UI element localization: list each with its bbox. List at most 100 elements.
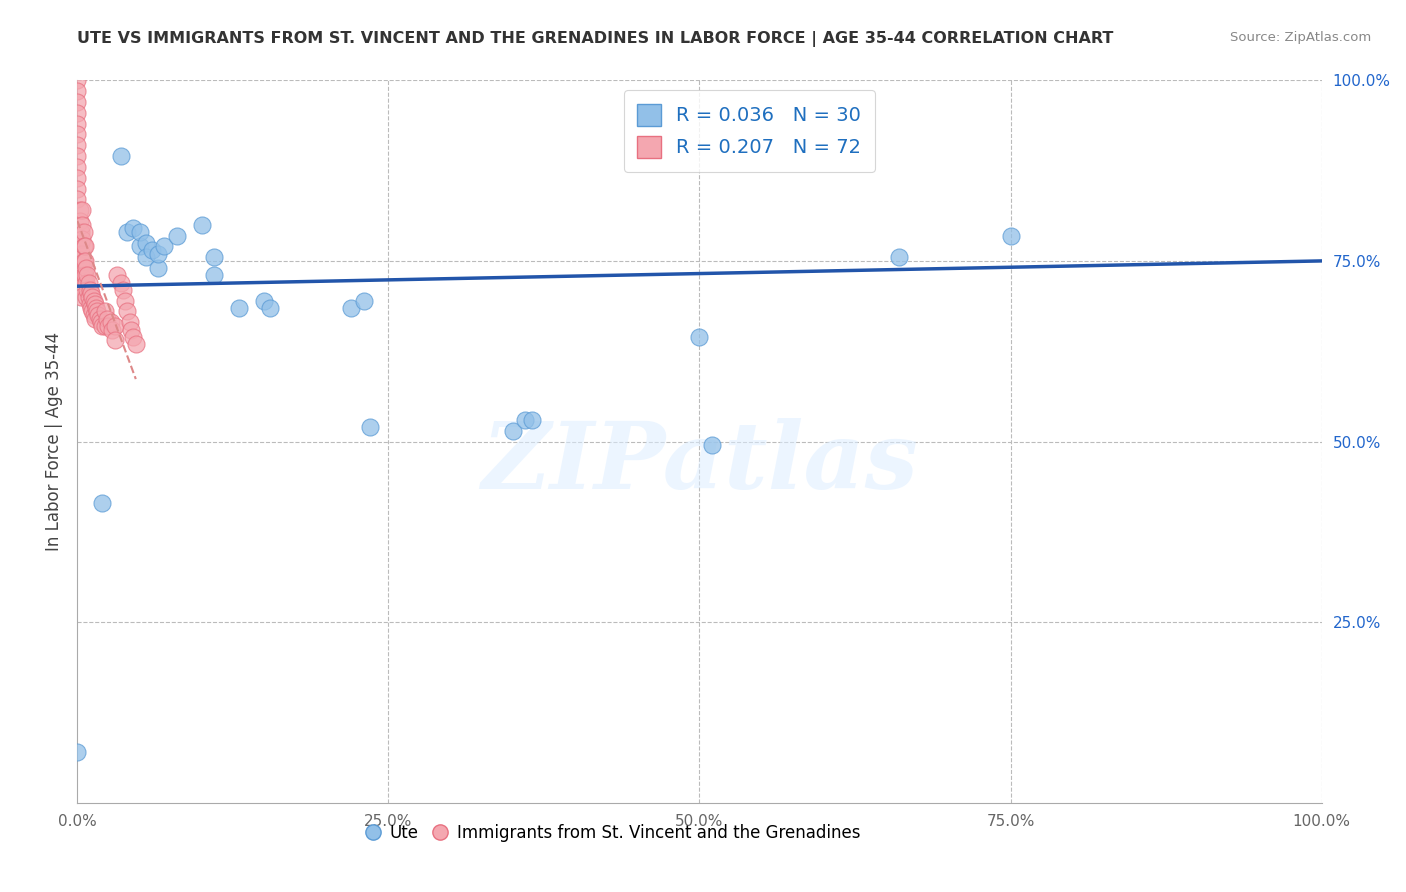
Point bbox=[66, 193, 89, 207]
Point bbox=[76, 268, 98, 283]
Point bbox=[66, 149, 89, 163]
Point bbox=[887, 250, 910, 264]
Point bbox=[73, 268, 96, 283]
Point bbox=[166, 228, 188, 243]
Point bbox=[353, 293, 375, 308]
Point bbox=[70, 279, 93, 293]
Point bbox=[66, 745, 89, 759]
Point bbox=[73, 253, 96, 268]
Point bbox=[120, 322, 142, 336]
Point bbox=[70, 225, 93, 239]
Point bbox=[66, 95, 89, 109]
Point bbox=[77, 290, 100, 304]
Point bbox=[77, 276, 100, 290]
Point bbox=[72, 218, 94, 232]
Point bbox=[148, 261, 170, 276]
Point bbox=[125, 337, 148, 351]
Point bbox=[202, 250, 225, 264]
Point bbox=[91, 318, 114, 333]
Point bbox=[66, 182, 89, 196]
Point bbox=[253, 293, 276, 308]
Point bbox=[70, 235, 93, 250]
Point bbox=[115, 304, 138, 318]
Point bbox=[82, 290, 104, 304]
Point bbox=[82, 304, 104, 318]
Point bbox=[83, 297, 105, 311]
Point bbox=[72, 239, 94, 253]
Point bbox=[1000, 228, 1022, 243]
Point bbox=[76, 283, 98, 297]
Point bbox=[228, 301, 250, 315]
Point bbox=[153, 239, 176, 253]
Text: Source: ZipAtlas.com: Source: ZipAtlas.com bbox=[1230, 31, 1371, 45]
Point bbox=[66, 160, 89, 174]
Point bbox=[700, 438, 723, 452]
Point bbox=[87, 308, 110, 322]
Point bbox=[110, 276, 132, 290]
Legend: Ute, Immigrants from St. Vincent and the Grenadines: Ute, Immigrants from St. Vincent and the… bbox=[357, 817, 868, 848]
Point bbox=[70, 258, 93, 272]
Point bbox=[72, 253, 94, 268]
Point bbox=[83, 311, 105, 326]
Y-axis label: In Labor Force | Age 35-44: In Labor Force | Age 35-44 bbox=[45, 332, 63, 551]
Point bbox=[83, 293, 105, 308]
Point bbox=[72, 246, 94, 260]
Point bbox=[104, 318, 127, 333]
Point bbox=[135, 235, 157, 250]
Point bbox=[70, 290, 93, 304]
Point bbox=[66, 128, 89, 142]
Point bbox=[80, 286, 103, 301]
Point bbox=[69, 214, 91, 228]
Point bbox=[96, 311, 118, 326]
Point bbox=[101, 322, 124, 336]
Point bbox=[79, 297, 101, 311]
Point bbox=[112, 283, 135, 297]
Point bbox=[128, 239, 150, 253]
Point bbox=[115, 225, 138, 239]
Point bbox=[80, 301, 103, 315]
Point bbox=[689, 330, 711, 344]
Point bbox=[72, 225, 94, 239]
Point bbox=[100, 315, 122, 329]
Point bbox=[79, 283, 101, 297]
Point bbox=[72, 268, 94, 283]
Point bbox=[93, 318, 115, 333]
Point bbox=[90, 315, 112, 329]
Point bbox=[66, 84, 89, 98]
Point bbox=[359, 420, 381, 434]
Point bbox=[97, 318, 120, 333]
Point bbox=[75, 261, 97, 276]
Point bbox=[70, 246, 93, 260]
Point bbox=[104, 334, 127, 348]
Point bbox=[72, 232, 94, 246]
Point bbox=[122, 221, 145, 235]
Point bbox=[73, 239, 96, 253]
Point bbox=[520, 413, 543, 427]
Point bbox=[66, 73, 89, 87]
Point bbox=[89, 311, 111, 326]
Point bbox=[72, 203, 94, 218]
Point bbox=[148, 246, 170, 260]
Text: UTE VS IMMIGRANTS FROM ST. VINCENT AND THE GRENADINES IN LABOR FORCE | AGE 35-44: UTE VS IMMIGRANTS FROM ST. VINCENT AND T… bbox=[77, 31, 1114, 47]
Point bbox=[340, 301, 363, 315]
Text: ZIPatlas: ZIPatlas bbox=[481, 418, 918, 508]
Point bbox=[84, 301, 107, 315]
Point bbox=[202, 268, 225, 283]
Point bbox=[141, 243, 163, 257]
Point bbox=[69, 203, 91, 218]
Point bbox=[191, 218, 214, 232]
Point bbox=[128, 225, 150, 239]
Point bbox=[110, 149, 132, 163]
Point bbox=[70, 268, 93, 283]
Point bbox=[75, 290, 97, 304]
Point bbox=[515, 413, 537, 427]
Point bbox=[122, 330, 145, 344]
Point bbox=[75, 276, 97, 290]
Point bbox=[105, 268, 128, 283]
Point bbox=[91, 496, 114, 510]
Point bbox=[86, 304, 108, 318]
Point bbox=[114, 293, 136, 308]
Point bbox=[93, 304, 115, 318]
Point bbox=[83, 308, 105, 322]
Point bbox=[259, 301, 281, 315]
